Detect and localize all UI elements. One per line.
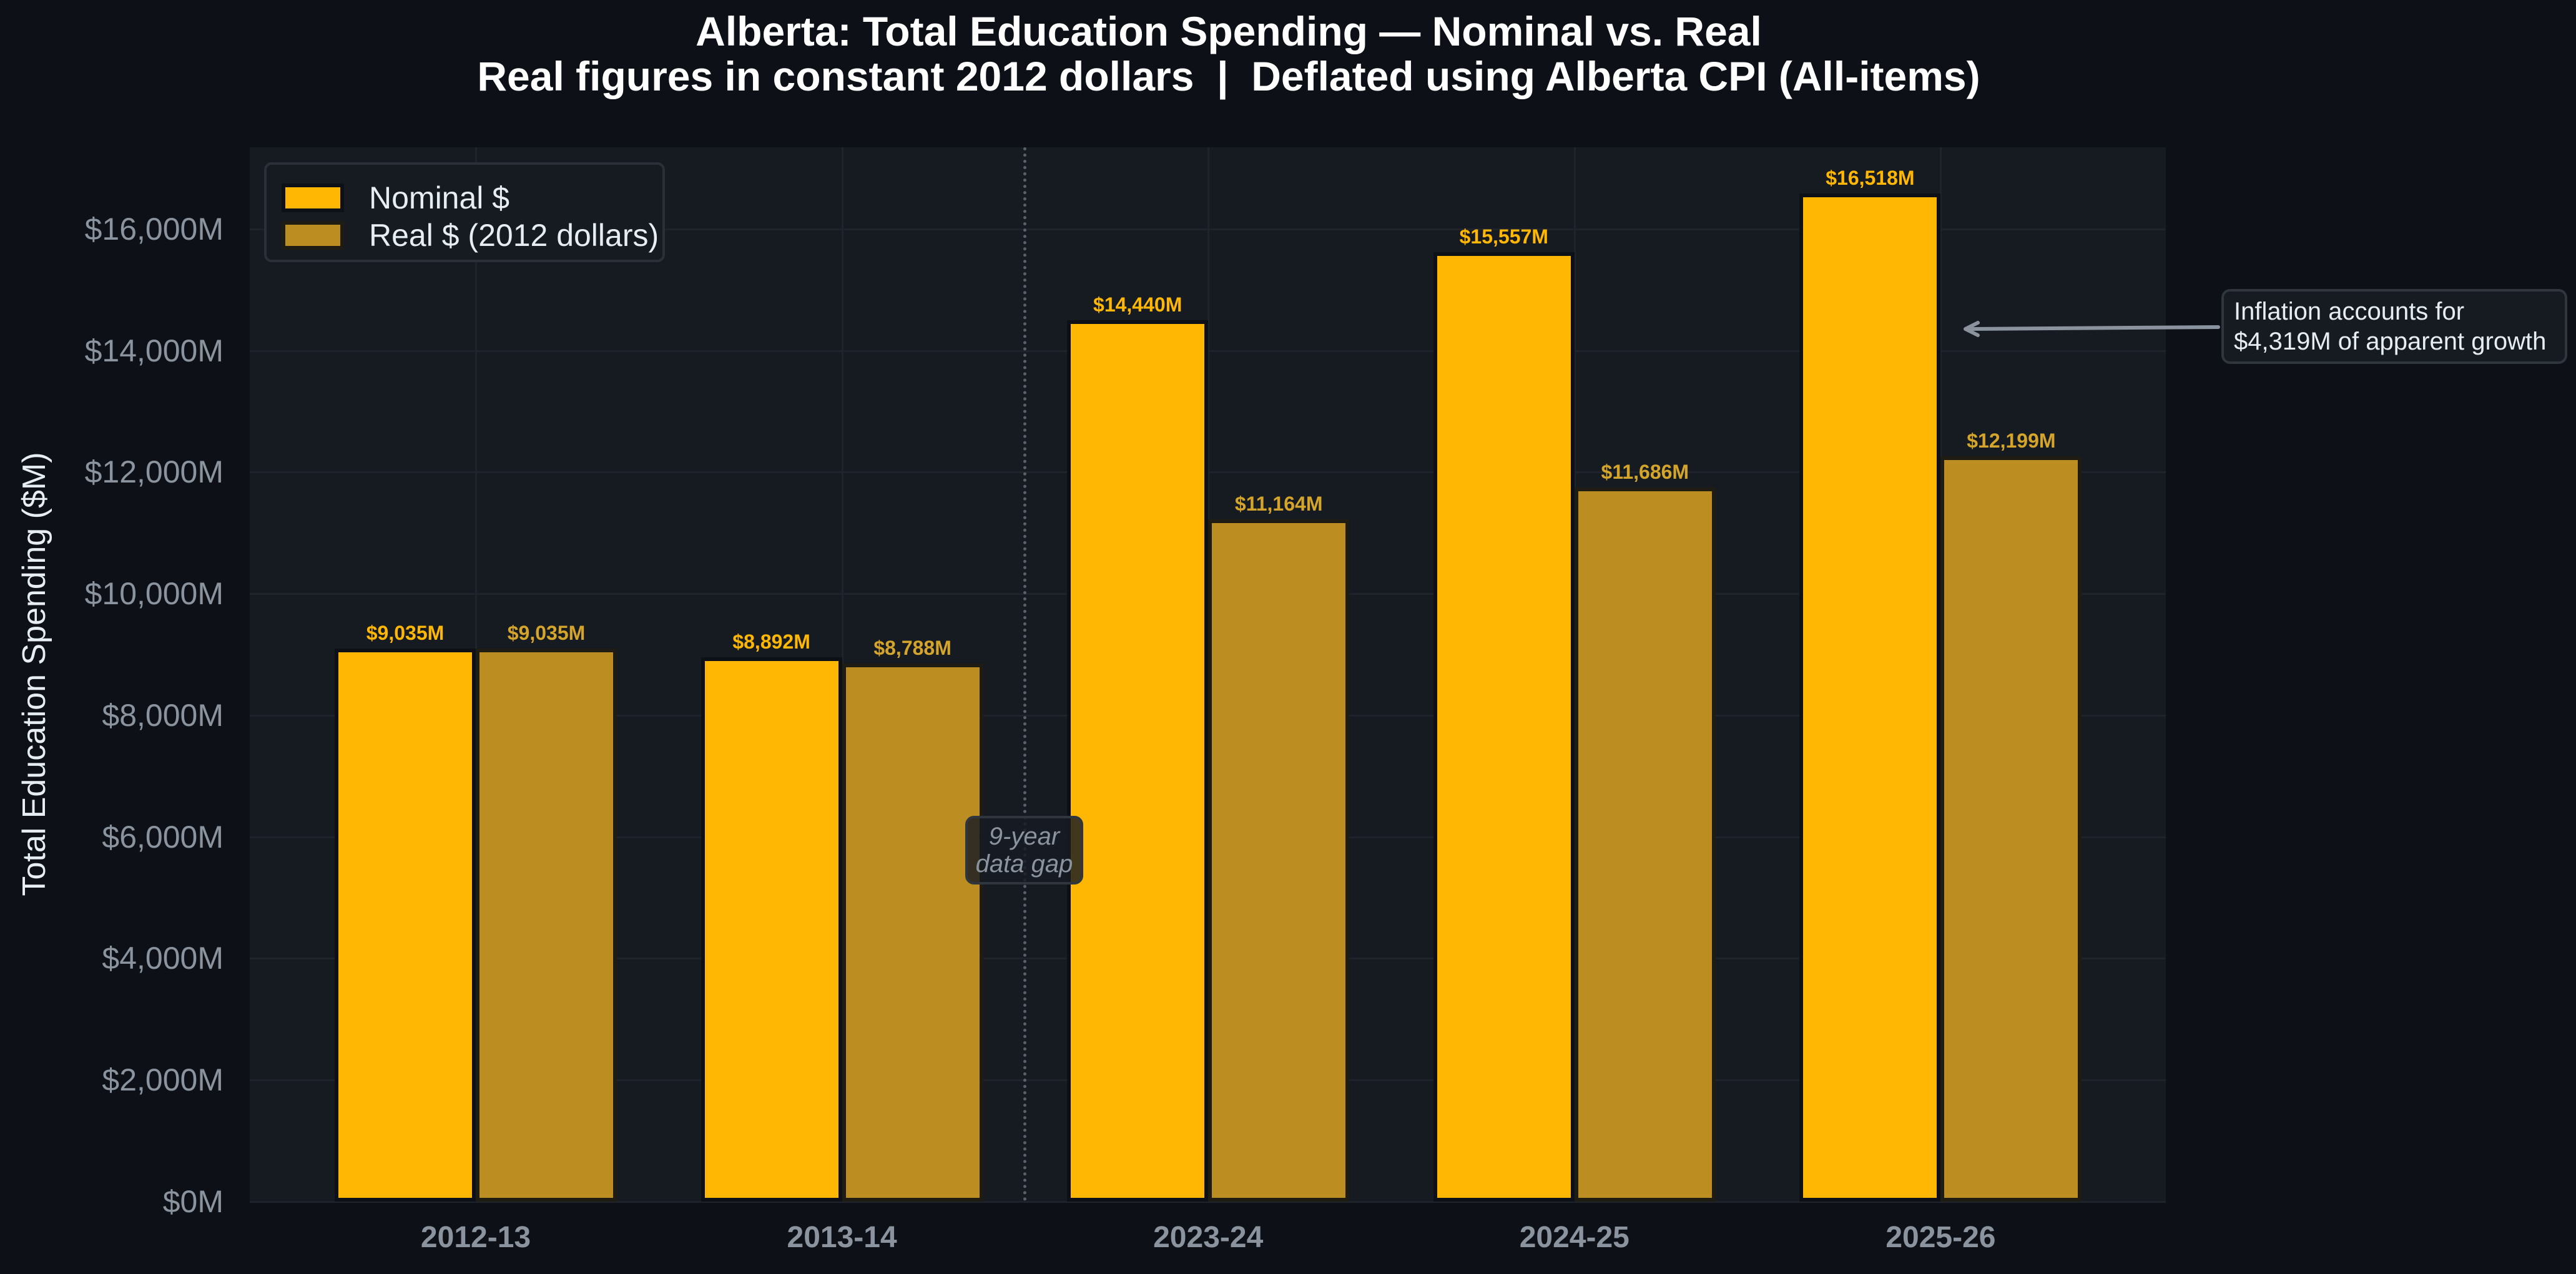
annotation-line: 9-year bbox=[988, 823, 1060, 850]
legend: Nominal $ Real $ (2012 dollars) bbox=[264, 162, 665, 262]
legend-label: Nominal $ bbox=[369, 180, 510, 215]
x-tick-label: 2025-26 bbox=[1885, 1221, 1996, 1254]
y-tick-label: $12,000M bbox=[84, 454, 224, 490]
legend-item-nominal: Nominal $ bbox=[282, 180, 510, 215]
y-tick-label: $8,000M bbox=[102, 697, 224, 733]
bar-nominal[interactable] bbox=[1433, 252, 1575, 1202]
y-tick-label: $6,000M bbox=[102, 819, 224, 855]
y-tick-label: $10,000M bbox=[84, 576, 224, 612]
data-gap-divider bbox=[1023, 147, 1026, 1202]
y-tick-label: $0M bbox=[162, 1184, 224, 1219]
annotation-line: data gap bbox=[975, 850, 1073, 878]
y-tick-label: $16,000M bbox=[84, 211, 224, 247]
y-tick-label: $4,000M bbox=[102, 941, 224, 976]
chart-title-line: Alberta: Total Education Spending — Nomi… bbox=[696, 8, 1762, 54]
bar-real[interactable] bbox=[1208, 519, 1350, 1202]
bar-nominal[interactable] bbox=[335, 649, 476, 1202]
gridline-horizontal bbox=[250, 1201, 2166, 1203]
annotation-line: $4,319M of apparent growth bbox=[2234, 328, 2547, 355]
bar-value-label: $12,199M bbox=[1967, 429, 2056, 453]
y-tick-label: $2,000M bbox=[102, 1062, 224, 1098]
annotation-line: Inflation accounts for bbox=[2234, 298, 2465, 325]
inflation-annotation: Inflation accounts for $4,319M of appare… bbox=[2221, 289, 2567, 364]
bar-value-label: $15,557M bbox=[1459, 225, 1548, 248]
bar-nominal[interactable] bbox=[701, 657, 842, 1202]
chart-title: Alberta: Total Education Spending — Nomi… bbox=[0, 9, 2457, 99]
data-gap-annotation: 9-year data gap bbox=[965, 816, 1083, 884]
bar-value-label: $8,788M bbox=[873, 637, 951, 660]
bar-value-label: $8,892M bbox=[732, 630, 810, 654]
chart-subtitle: Real figures in constant 2012 dollars | … bbox=[477, 53, 1980, 99]
bar-nominal[interactable] bbox=[1067, 320, 1209, 1202]
bar-value-label: $9,035M bbox=[507, 622, 586, 645]
bar-real[interactable] bbox=[842, 664, 983, 1202]
bar-value-label: $11,686M bbox=[1601, 460, 1689, 483]
bar-value-label: $16,518M bbox=[1826, 167, 1915, 190]
bar-real[interactable] bbox=[476, 649, 617, 1202]
x-tick-label: 2024-25 bbox=[1519, 1221, 1630, 1254]
y-tick-label: $14,000M bbox=[84, 333, 224, 368]
legend-swatch-real bbox=[282, 221, 344, 250]
bar-value-label: $11,164M bbox=[1234, 492, 1323, 515]
x-tick-label: 2012-13 bbox=[420, 1221, 531, 1254]
bar-real[interactable] bbox=[1574, 487, 1716, 1202]
x-tick-label: 2013-14 bbox=[787, 1221, 897, 1254]
x-tick-label: 2023-24 bbox=[1153, 1221, 1264, 1254]
bar-value-label: $14,440M bbox=[1093, 293, 1182, 316]
bar-value-label: $9,035M bbox=[366, 622, 445, 645]
legend-swatch-nominal bbox=[282, 184, 344, 212]
bar-real[interactable] bbox=[1940, 456, 2082, 1202]
bar-nominal[interactable] bbox=[1799, 194, 1941, 1202]
legend-item-real: Real $ (2012 dollars) bbox=[282, 218, 659, 253]
legend-label: Real $ (2012 dollars) bbox=[369, 218, 659, 253]
